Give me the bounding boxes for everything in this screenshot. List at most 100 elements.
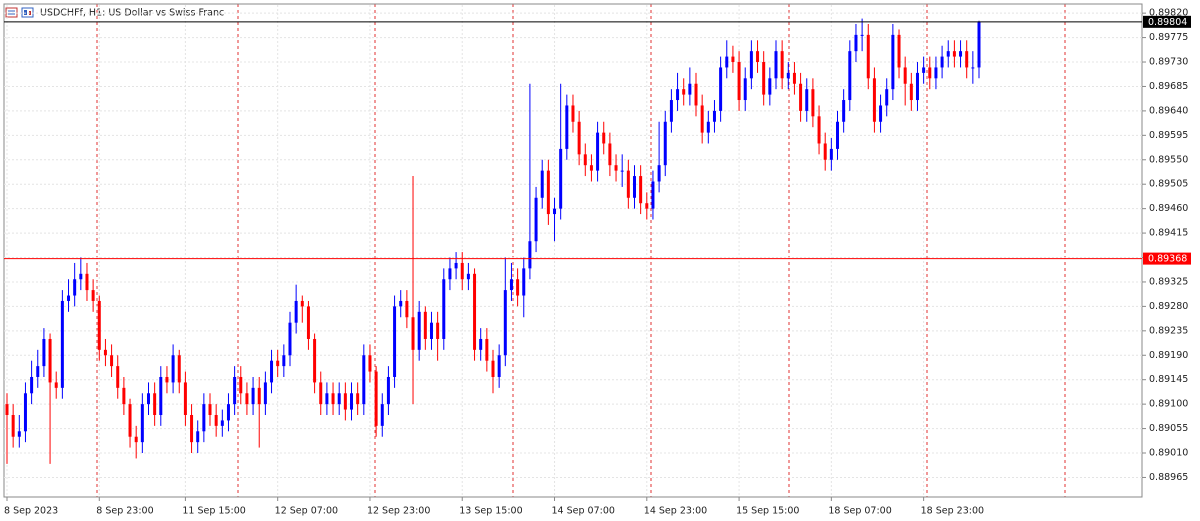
candle-body [829, 148, 833, 160]
candle-body [220, 420, 224, 426]
candle-body [799, 83, 803, 111]
candle-body [836, 121, 840, 149]
y-tick-label: 0.89325 [1149, 276, 1188, 287]
y-tick-label: 0.88965 [1149, 472, 1188, 483]
y-tick-label: 0.89550 [1149, 154, 1188, 165]
candle-body [509, 279, 513, 291]
y-tick-label: 0.89055 [1149, 423, 1188, 434]
candle-body [928, 67, 932, 79]
candle-body [399, 300, 403, 307]
candle-body [485, 338, 489, 361]
candle-body [749, 51, 753, 79]
candle-body [866, 34, 870, 79]
candle-body [171, 355, 175, 383]
candle-body [589, 165, 593, 171]
y-tick-label: 0.89640 [1149, 105, 1188, 116]
candle-body [669, 100, 673, 122]
candle-body [331, 393, 335, 405]
candle-body [276, 360, 280, 367]
day-separators [96, 4, 1066, 497]
candle-body [36, 366, 40, 377]
candle-body [319, 382, 323, 405]
candle-body [368, 355, 372, 372]
y-tick-label: 0.89730 [1149, 57, 1188, 68]
candle-body [915, 72, 919, 101]
price-label: 0.89804 [1148, 17, 1187, 28]
price-label: 0.89368 [1148, 254, 1187, 265]
candle-body [651, 181, 655, 209]
candle-body [202, 404, 206, 432]
candle-body [725, 56, 729, 68]
candle-body [854, 34, 858, 52]
candle-body [214, 415, 218, 426]
candle-body [952, 51, 956, 57]
x-tick-label: 14 Sep 23:00 [644, 506, 707, 517]
candle-body [140, 404, 144, 443]
candle-body [196, 431, 200, 443]
price-label-box [1143, 15, 1191, 28]
candle-body [423, 311, 427, 339]
candle-body [903, 67, 907, 84]
candle-body [540, 170, 544, 198]
candle-body [645, 203, 649, 209]
candle-body [909, 83, 913, 101]
candle-body [971, 67, 975, 69]
candle-body [546, 170, 550, 215]
candle-body [442, 279, 446, 339]
candle-body [54, 382, 58, 388]
candle-body [128, 404, 132, 437]
candle-body [300, 300, 304, 307]
y-tick-label: 0.89820 [1149, 8, 1188, 19]
candle-body [91, 290, 95, 301]
candle-body [940, 56, 944, 68]
candle-body [768, 78, 772, 95]
candle-body [356, 393, 360, 405]
candle-body [239, 376, 243, 394]
candle-body [473, 273, 477, 350]
candle-body [712, 110, 716, 122]
candle-body [165, 376, 169, 383]
candle-body [571, 105, 575, 122]
candle-body [965, 51, 969, 68]
candle-body [466, 273, 470, 280]
candle-body [282, 355, 286, 367]
icon [24, 10, 27, 15]
candle-body [190, 415, 194, 443]
candle-body [411, 317, 415, 350]
candle-body [516, 279, 520, 296]
y-tick-label: 0.89100 [1149, 399, 1188, 410]
candle-body [694, 83, 698, 106]
candle-body [103, 349, 107, 356]
x-tick-label: 13 Sep 15:00 [459, 506, 522, 517]
candle-body [294, 300, 298, 323]
x-tick-label: 8 Sep 2023 [4, 506, 58, 517]
y-tick-label: 0.89280 [1149, 301, 1188, 312]
candle-body [110, 355, 114, 367]
candle-body [134, 436, 138, 443]
candle-body [602, 132, 606, 144]
candle-body [774, 51, 778, 79]
candle-body [405, 300, 409, 318]
candle-body [946, 51, 950, 57]
candle-body [688, 83, 692, 95]
candle-body [454, 262, 458, 269]
candle-body [786, 72, 790, 79]
candle-body [891, 34, 895, 90]
candle-body [663, 121, 667, 166]
candle-body [448, 268, 452, 280]
candle-body [429, 322, 433, 339]
candle-body [460, 262, 464, 280]
candle-body [657, 165, 661, 182]
x-tick-label: 18 Sep 07:00 [828, 506, 891, 517]
candle-body [534, 197, 538, 242]
candle-body [116, 366, 120, 388]
candle-body [380, 404, 384, 426]
candle-body [823, 143, 827, 160]
price-label-box [1143, 252, 1191, 265]
candle-body [233, 376, 237, 405]
candle-body [146, 393, 150, 405]
candle-body [122, 387, 126, 405]
y-tick-label: 0.89145 [1149, 374, 1188, 385]
